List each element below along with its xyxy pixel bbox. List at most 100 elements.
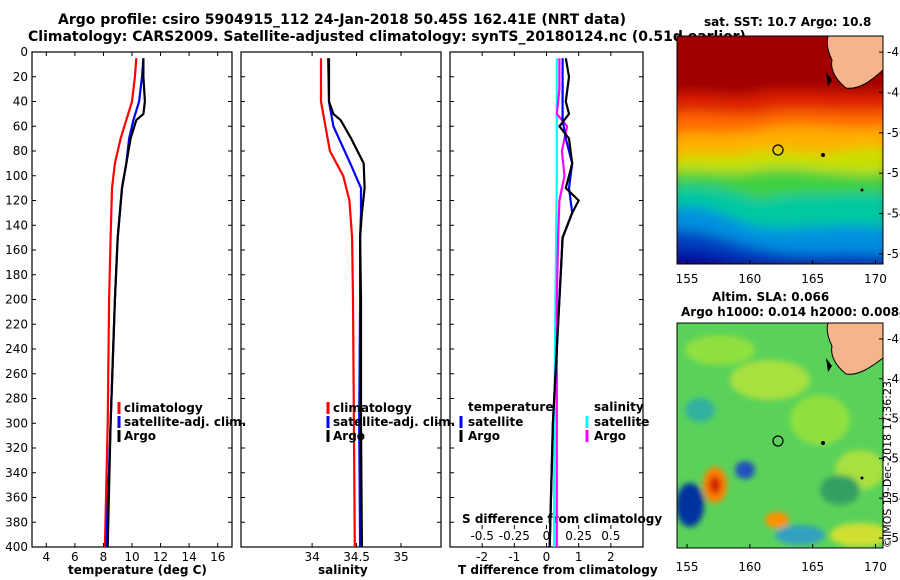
x-tick-label: 2	[607, 550, 615, 564]
x-tick-label: 0	[543, 550, 551, 564]
sla-lat-tick-label: -54	[887, 491, 900, 505]
sst-map-title: sat. SST: 10.7 Argo: 10.8	[704, 15, 872, 29]
temperature-legend: climatology satellite-adj. clim. Argo	[117, 401, 246, 443]
legend-title-salinity: salinity	[594, 400, 644, 414]
depth-tick-label: 400	[5, 540, 28, 554]
salinity-climatology-line	[319, 58, 356, 548]
difference-panel-frame	[449, 51, 644, 548]
depth-tick-label: 100	[5, 169, 28, 183]
depth-tick-label: 220	[5, 317, 28, 331]
sst-lat-tick-label: -50	[887, 126, 900, 140]
x-tick-label: -1	[508, 550, 520, 564]
sla-map	[677, 323, 883, 548]
sdiff-xlabel: S difference from climatology	[462, 512, 663, 526]
sla-lat-tick-label: -52	[887, 451, 900, 465]
legend-label-argo: Argo	[333, 429, 365, 443]
plot-title-line1: Argo profile: csiro 5904915_112 24-Jan-2…	[58, 12, 627, 28]
depth-tick-label: 0	[20, 45, 28, 59]
sst-argo-location-marker	[772, 144, 784, 156]
sst-lat-tick-label: -56	[887, 247, 900, 261]
sst-map-frame	[676, 35, 884, 265]
x-tick-label: 34.5	[343, 550, 370, 564]
sla-lat-tick-label: -50	[887, 412, 900, 426]
depth-tick-label: 260	[5, 367, 28, 381]
x-tick-label: 1	[575, 550, 583, 564]
x-tick-label: 35	[393, 550, 408, 564]
x2-tick-label: 0	[543, 529, 551, 543]
temperature-argo-line	[106, 58, 146, 548]
legend-label-climatology: climatology	[124, 401, 203, 415]
x-tick-label: 16	[210, 550, 225, 564]
salinity-panel-frame	[240, 51, 442, 548]
sst-lon-tick-label: 155	[676, 272, 699, 286]
sla-map-title-line1: Altim. SLA: 0.066	[712, 290, 830, 304]
x-tick-label: -2	[476, 550, 488, 564]
x2-tick-label: 0.5	[601, 529, 620, 543]
legend-label-climatology: climatology	[333, 401, 412, 415]
sla-lon-tick-label: 165	[801, 560, 824, 574]
depth-tick-label: 340	[5, 466, 28, 480]
x2-tick-label: -0.25	[499, 529, 530, 543]
sst-lat-tick-label: -46	[887, 45, 900, 59]
sst-lon-tick-label: 160	[738, 272, 761, 286]
depth-tick-label: 140	[5, 218, 28, 232]
tdiff-xlabel: T difference from climatology	[458, 563, 658, 577]
legend-label-satellite: satellite-adj. clim.	[124, 415, 246, 429]
x2-tick-label: 0.25	[565, 529, 592, 543]
tdiff-satellite-line	[548, 58, 574, 548]
x-tick-label: 6	[71, 550, 79, 564]
salinity-xlabel: salinity	[318, 563, 368, 577]
depth-tick-label: 20	[13, 70, 28, 84]
sla-lat-tick-label: -46	[887, 332, 900, 346]
tdiff-argo-line	[548, 58, 580, 548]
depth-tick-label: 180	[5, 268, 28, 282]
sdiff-satellite-line	[553, 58, 558, 547]
sla-map-title-line2: Argo h1000: 0.014 h2000: 0.0084	[681, 305, 900, 319]
depth-tick-label: 240	[5, 342, 28, 356]
salinity-satellite-line	[327, 58, 363, 548]
depth-tick-label: 40	[13, 95, 28, 109]
sst-lon-tick-label: 165	[801, 272, 824, 286]
depth-axis: 0 20 40 60 80 100 120 140 160 180 200 220 240 260 280 3…	[5, 45, 643, 554]
x-tick-label: 8	[100, 550, 108, 564]
x-tick-label: 4	[42, 550, 50, 564]
temperature-xlabel: temperature (deg C)	[68, 563, 207, 577]
sst-lat-tick-label: -54	[887, 207, 900, 221]
depth-tick-label: 380	[5, 515, 28, 529]
x-tick-label: 10	[124, 550, 139, 564]
temperature-climatology-line	[103, 58, 138, 548]
x2-tick-label: -0.5	[470, 529, 493, 543]
legend-label-satellite: satellite-adj. clim.	[333, 415, 455, 429]
sla-lat-tick-label: -56	[887, 531, 900, 545]
depth-tick-label: 280	[5, 392, 28, 406]
temperature-satellite-line	[105, 58, 145, 548]
x-tick-label: 34	[304, 550, 319, 564]
depth-tick-label: 80	[13, 144, 28, 158]
plot-title-line2: Climatology: CARS2009. Satellite-adjuste…	[28, 29, 746, 45]
legend-label-argo: Argo	[124, 429, 156, 443]
sla-lon-tick-label: 170	[864, 560, 887, 574]
sla-lat-tick-label: -48	[887, 372, 900, 386]
sst-lon-tick-label: 170	[864, 272, 887, 286]
depth-tick-label: 60	[13, 119, 28, 133]
depth-tick-label: 300	[5, 416, 28, 430]
sla-lon-tick-label: 155	[676, 560, 699, 574]
x-tick-label: 14	[182, 550, 197, 564]
sla-argo-location-marker	[772, 435, 784, 447]
salinity-legend: climatology satellite-adj. clim. Argo	[326, 401, 455, 443]
sst-lat-tick-label: -52	[887, 166, 900, 180]
x-axes: 4 6 8 10 12 14 16 34 34.5 35 -2 -1 0 1 2-0.5 -0.25 0 0.25…	[42, 52, 620, 564]
depth-tick-label: 160	[5, 243, 28, 257]
legend-label-t-satellite: satellite	[468, 415, 523, 429]
profile-curves	[103, 58, 580, 548]
depth-tick-label: 360	[5, 491, 28, 505]
sst-lat-tick-label: -48	[887, 85, 900, 99]
sla-map-frame	[676, 322, 884, 549]
salinity-argo-line	[327, 58, 366, 548]
depth-tick-label: 200	[5, 293, 28, 307]
map-axes: 155 155 160 160 165 165 170 170 -46 -46 -48 -48 -50 -…	[676, 45, 900, 574]
legend-title-temperature: temperature	[468, 400, 553, 414]
sla-lon-tick-label: 160	[738, 560, 761, 574]
legend-label-s-argo: Argo	[594, 429, 626, 443]
